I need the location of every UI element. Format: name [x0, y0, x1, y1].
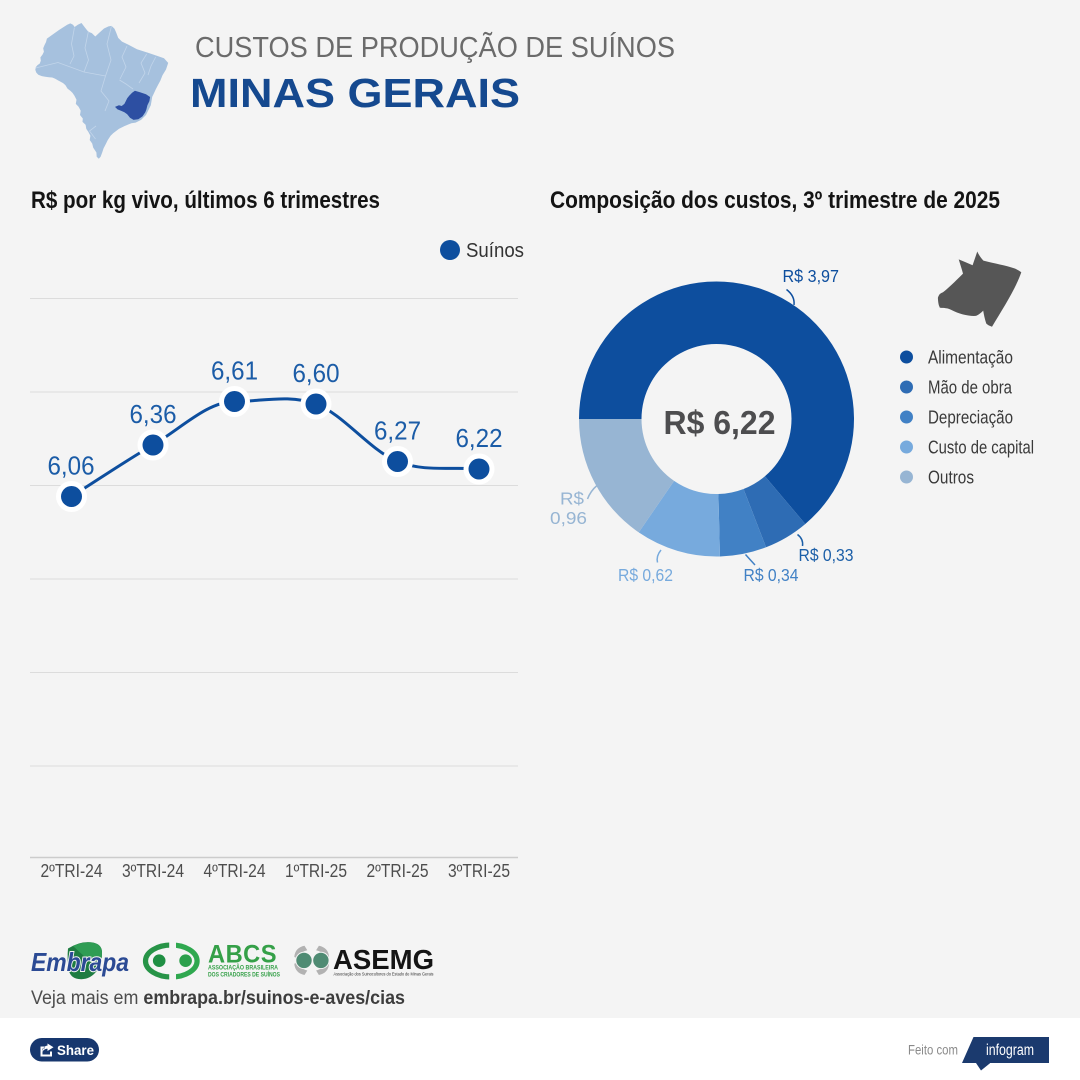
svg-text:R$ 3,97: R$ 3,97 [783, 266, 840, 286]
svg-text:6,60: 6,60 [293, 358, 340, 388]
svg-text:R$ 0,33: R$ 0,33 [799, 545, 854, 565]
svg-text:ASSOCIAÇÃO BRASILEIRA: ASSOCIAÇÃO BRASILEIRA [208, 963, 278, 972]
svg-text:Mão de obra: Mão de obra [928, 378, 1013, 398]
svg-text:CUSTOS DE PRODUÇÃO DE SUÍNOS: CUSTOS DE PRODUÇÃO DE SUÍNOS [195, 30, 675, 64]
svg-text:2ºTRI-25: 2ºTRI-25 [367, 861, 429, 881]
svg-text:Embrapa: Embrapa [31, 947, 129, 977]
svg-text:6,27: 6,27 [374, 416, 421, 446]
svg-text:0,96: 0,96 [550, 508, 587, 528]
svg-text:1ºTRI-25: 1ºTRI-25 [285, 861, 347, 881]
svg-text:R$: R$ [560, 489, 584, 509]
svg-text:6,61: 6,61 [211, 356, 258, 386]
svg-text:6,06: 6,06 [48, 451, 95, 481]
svg-text:Share: Share [57, 1042, 94, 1058]
svg-text:4ºTRI-24: 4ºTRI-24 [204, 861, 266, 881]
svg-text:R$ 0,62: R$ 0,62 [618, 565, 673, 585]
svg-text:ASEMG: ASEMG [333, 944, 434, 975]
svg-text:Suínos: Suínos [466, 240, 524, 262]
svg-text:Custo de capital: Custo de capital [928, 438, 1034, 458]
svg-text:Alimentação: Alimentação [928, 348, 1013, 368]
svg-text:R$ 0,34: R$ 0,34 [744, 565, 799, 585]
svg-text:ABCS: ABCS [208, 941, 277, 969]
svg-text:2ºTRI-24: 2ºTRI-24 [41, 861, 103, 881]
svg-text:MINAS GERAIS: MINAS GERAIS [190, 70, 520, 116]
svg-text:R$ 6,22: R$ 6,22 [664, 404, 776, 441]
svg-text:R$ por kg vivo, últimos 6 trim: R$ por kg vivo, últimos 6 trimestres [31, 187, 380, 214]
svg-text:Outros: Outros [928, 468, 974, 488]
svg-text:Associação dos Suinocultores d: Associação dos Suinocultores do Estado d… [334, 972, 435, 977]
svg-text:Depreciação: Depreciação [928, 408, 1013, 428]
svg-text:6,36: 6,36 [130, 399, 177, 429]
svg-text:Veja mais em embrapa.br/suinos: Veja mais em embrapa.br/suinos-e-aves/ci… [31, 988, 405, 1009]
svg-text:Feito com: Feito com [908, 1043, 958, 1058]
svg-text:infogram: infogram [986, 1042, 1034, 1059]
svg-text:DOS CRIADORES DE SUÍNOS: DOS CRIADORES DE SUÍNOS [208, 970, 280, 979]
svg-text:Composição dos custos, 3º trim: Composição dos custos, 3º trimestre de 2… [550, 187, 1000, 214]
svg-text:3ºTRI-25: 3ºTRI-25 [448, 861, 510, 881]
svg-text:3ºTRI-24: 3ºTRI-24 [122, 861, 184, 881]
svg-text:6,22: 6,22 [456, 423, 503, 453]
